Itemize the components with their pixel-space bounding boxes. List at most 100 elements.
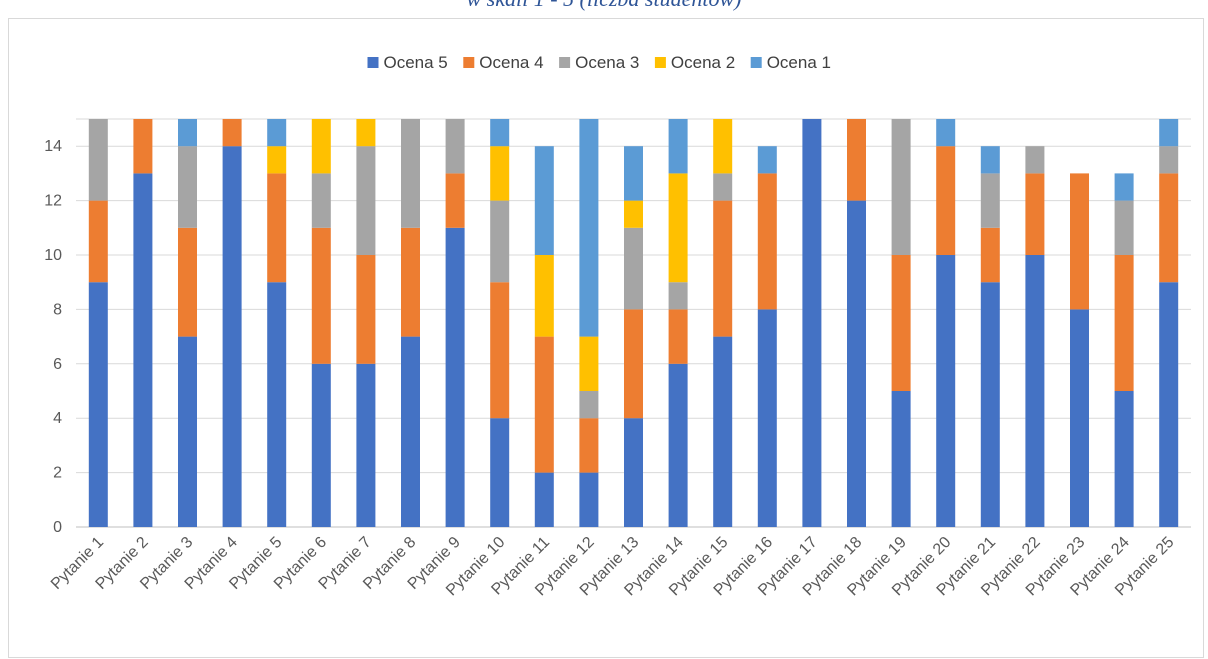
bar-segment-ocena-4 — [579, 418, 599, 473]
y-tick-label: 14 — [44, 138, 62, 155]
y-tick-label: 0 — [53, 519, 62, 536]
bar-segment-ocena-4 — [490, 282, 510, 419]
bar-segment-ocena-1 — [178, 119, 197, 147]
bar-segment-ocena-5 — [891, 391, 911, 527]
bar-segment-ocena-5 — [1114, 391, 1134, 527]
bar-segment-ocena-3 — [668, 282, 688, 310]
chart-caption: w skali 1 - 5 (liczba studentów) — [0, 0, 1208, 12]
bar-segment-ocena-3 — [891, 119, 911, 255]
bar-segment-ocena-4 — [624, 309, 643, 419]
y-tick-label: 2 — [53, 465, 62, 482]
y-tick-label: 4 — [53, 410, 62, 427]
bar-segment-ocena-5 — [1025, 255, 1045, 527]
bar-segment-ocena-5 — [490, 418, 510, 527]
bar-segment-ocena-5 — [1159, 282, 1179, 527]
bar-segment-ocena-5 — [936, 255, 956, 527]
bar-segment-ocena-2 — [668, 173, 688, 283]
bar-segment-ocena-3 — [713, 173, 733, 201]
bar-segment-ocena-5 — [579, 472, 599, 527]
bar-segment-ocena-1 — [579, 119, 599, 337]
bar-segment-ocena-5 — [802, 119, 822, 527]
bar-segment-ocena-2 — [534, 255, 554, 337]
bar-segment-ocena-1 — [757, 146, 777, 174]
bar-segment-ocena-3 — [178, 146, 197, 228]
bar-segment-ocena-3 — [980, 173, 1000, 228]
bar-segment-ocena-2 — [713, 119, 733, 174]
bar-segment-ocena-4 — [267, 173, 287, 283]
bar-segment-ocena-4 — [1159, 173, 1179, 283]
bar-segment-ocena-3 — [311, 173, 331, 228]
bar-segment-ocena-5 — [713, 336, 733, 527]
legend-swatch — [559, 57, 571, 68]
bar-segment-ocena-4 — [980, 227, 1000, 283]
bar-segment-ocena-1 — [980, 146, 1000, 174]
bar-segment-ocena-4 — [88, 200, 108, 283]
bar-segment-ocena-4 — [757, 173, 777, 310]
bar-segment-ocena-5 — [356, 363, 376, 527]
bar-segment-ocena-5 — [757, 309, 777, 527]
bar-segment-ocena-4 — [311, 227, 331, 364]
y-tick-label: 8 — [53, 301, 62, 318]
legend-label: Ocena 5 — [384, 53, 448, 72]
bar-segment-ocena-1 — [1114, 173, 1134, 201]
legend-label: Ocena 3 — [575, 53, 639, 72]
legend-label: Ocena 2 — [671, 53, 735, 72]
bar-segment-ocena-3 — [579, 391, 599, 419]
legend-swatch — [654, 57, 666, 68]
bar-segment-ocena-4 — [401, 227, 420, 337]
bar-segment-ocena-3 — [445, 119, 465, 174]
bar-segment-ocena-1 — [534, 146, 554, 255]
bar-segment-ocena-1 — [624, 146, 643, 201]
bar-segment-ocena-2 — [579, 336, 599, 391]
bar-segment-ocena-5 — [401, 336, 420, 527]
legend-swatch — [463, 57, 475, 68]
bar-segment-ocena-4 — [668, 309, 688, 364]
bar-segment-ocena-5 — [222, 146, 242, 527]
bar-segment-ocena-2 — [267, 146, 287, 174]
bar-segment-ocena-4 — [1025, 173, 1045, 255]
bar-segment-ocena-2 — [356, 119, 376, 147]
bar-segment-ocena-4 — [891, 255, 911, 391]
bar-segment-ocena-4 — [534, 336, 554, 473]
bar-segment-ocena-5 — [534, 472, 554, 527]
bar-segment-ocena-2 — [490, 146, 510, 201]
bar-segment-ocena-4 — [222, 119, 242, 147]
bar-segment-ocena-1 — [267, 119, 287, 147]
bar-segment-ocena-4 — [713, 200, 733, 337]
bar-segment-ocena-4 — [445, 173, 465, 228]
bar-segment-ocena-3 — [356, 146, 376, 255]
bar-segment-ocena-5 — [847, 200, 866, 527]
bar-segment-ocena-5 — [980, 282, 1000, 527]
bar-segment-ocena-5 — [267, 282, 287, 527]
bar-segment-ocena-4 — [178, 227, 197, 337]
bar-segment-ocena-5 — [668, 363, 688, 527]
bar-segment-ocena-5 — [1070, 309, 1089, 527]
bar-segment-ocena-3 — [1159, 146, 1179, 174]
chart-area: 0 2 4 6 8 10 12 14 Pytanie 1 Pytanie 2 Pytanie 3 Py… — [8, 18, 1204, 658]
bar-segment-ocena-1 — [936, 119, 956, 147]
legend-swatch — [367, 57, 379, 68]
bar-segment-ocena-5 — [88, 282, 108, 527]
bar-segment-ocena-3 — [1025, 146, 1045, 174]
bar-segment-ocena-4 — [133, 119, 153, 174]
bar-segment-ocena-3 — [624, 227, 643, 310]
y-tick-label: 10 — [44, 247, 62, 264]
y-tick-label: 12 — [44, 193, 62, 210]
bar-segment-ocena-2 — [311, 119, 331, 174]
bar-segment-ocena-1 — [668, 119, 688, 174]
bar-segment-ocena-3 — [88, 119, 108, 201]
bar-segment-ocena-1 — [490, 119, 510, 147]
bar-segment-ocena-5 — [178, 336, 197, 527]
bar-segment-ocena-5 — [445, 227, 465, 528]
bar-segment-ocena-3 — [490, 200, 510, 283]
legend-swatch — [750, 57, 762, 68]
bar-segment-ocena-2 — [624, 200, 643, 228]
legend-label: Ocena 4 — [479, 53, 543, 72]
legend-label: Ocena 1 — [767, 53, 831, 72]
bar-segment-ocena-3 — [401, 119, 420, 228]
bar-segment-ocena-5 — [624, 418, 643, 527]
bar-segment-ocena-5 — [133, 173, 153, 527]
bar-segment-ocena-4 — [1114, 255, 1134, 391]
bar-segment-ocena-4 — [1070, 173, 1089, 310]
